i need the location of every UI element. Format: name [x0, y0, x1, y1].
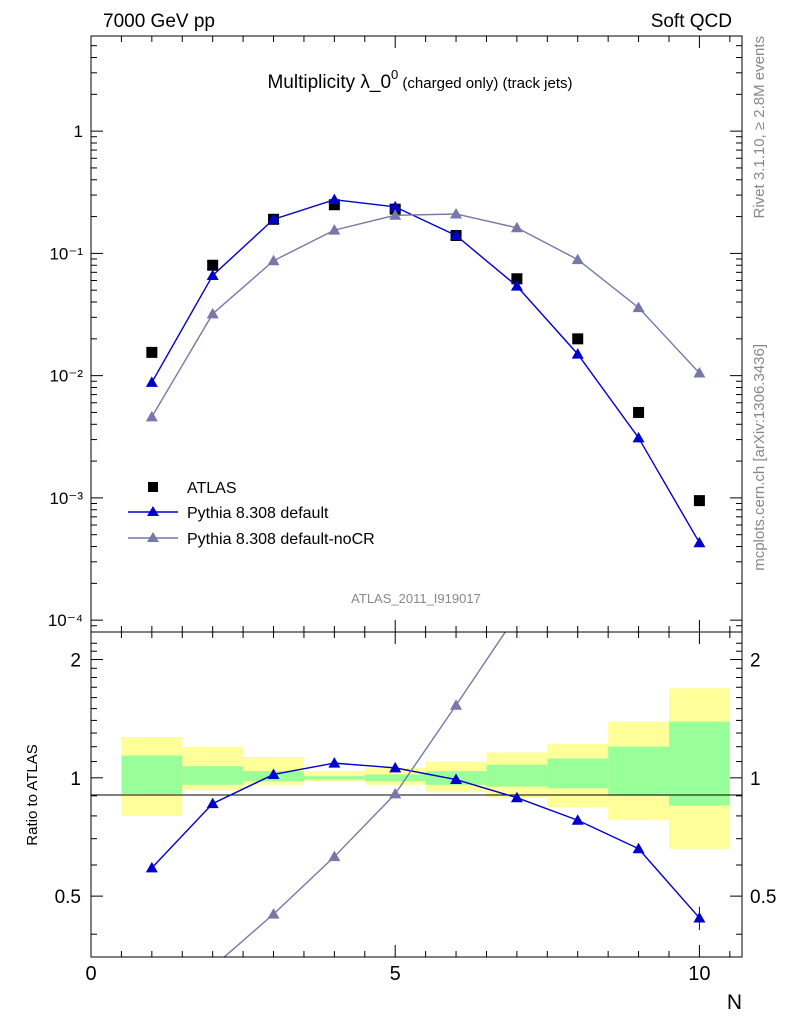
- ratio-axes: 0.5 0.5 1 1 2 2 0 5 10: [55, 632, 776, 985]
- stat-uncertainty-band: [121, 755, 183, 794]
- data-point: [572, 333, 584, 345]
- ratio-point: [571, 814, 584, 825]
- data-point: [267, 213, 280, 224]
- data-point: [267, 254, 280, 266]
- legend-label-default: Pythia 8.308 default: [187, 505, 329, 522]
- legend-marker-atlas: [148, 482, 158, 492]
- y-tick-label: 10⁻³: [49, 489, 83, 508]
- ratio-frame: [90, 631, 743, 958]
- data-point: [450, 207, 463, 219]
- ratio-y-tick-label: 1: [750, 769, 761, 790]
- data-point: [206, 307, 219, 319]
- ratio-point: [328, 757, 341, 768]
- data-point: [389, 209, 402, 220]
- chart-title: Multiplicity λ_00 (charged only) (track …: [267, 67, 572, 93]
- stat-uncertainty-band: [608, 746, 669, 796]
- legend-marker-default: [147, 506, 159, 516]
- ratio-point: [389, 787, 402, 799]
- ratio-y-tick-label: 2: [70, 651, 81, 672]
- ratio-y-tick-label: 0.5: [750, 887, 776, 908]
- header-left: 7000 GeV pp: [103, 11, 215, 32]
- y-tick-label: 10⁻¹: [49, 244, 83, 263]
- x-tick-label: 5: [390, 963, 401, 985]
- ratio-point: [146, 977, 158, 988]
- ratio-point: [267, 768, 280, 779]
- y-tick-label: 10⁻⁴: [48, 611, 83, 630]
- ratio-y-tick-label: 1: [70, 769, 81, 790]
- data-point: [206, 269, 219, 280]
- data-point: [571, 348, 584, 359]
- ratio-line: [151, 762, 700, 919]
- data-point: [693, 367, 706, 378]
- ratio-point: [145, 861, 158, 873]
- ratio-point: [328, 850, 341, 862]
- main-axes: [90, 35, 742, 633]
- data-point: [633, 406, 645, 418]
- ratio-point: [389, 761, 402, 773]
- legend-label-nocr: Pythia 8.308 default-noCR: [187, 531, 375, 548]
- x-tick-label: 10: [688, 963, 710, 985]
- header-right: Soft QCD: [651, 11, 732, 32]
- mcplots-label: mcplots.cern.ch [arXiv:1306.3436]: [751, 344, 768, 571]
- main-series: [145, 193, 706, 548]
- data-point: [389, 200, 402, 212]
- ratio-point: [450, 699, 463, 710]
- data-point: [511, 273, 523, 285]
- data-point: [632, 431, 645, 443]
- ratio-y-tick-label: 0.5: [55, 887, 81, 908]
- ratio-series: [145, 515, 706, 988]
- data-point: [450, 229, 463, 241]
- main-panel: 1 10⁻¹ 10⁻² 10⁻³ 10⁻⁴ Multiplicity λ_00 (cha…: [48, 35, 743, 633]
- x-tick-label: 0: [85, 963, 96, 985]
- stat-uncertainty-band: [668, 721, 730, 806]
- data-point: [693, 536, 706, 548]
- data-point: [328, 193, 341, 205]
- stat-uncertainty-band: [182, 766, 244, 785]
- ratio-point: [511, 609, 523, 620]
- series-line: [151, 198, 701, 544]
- stat-uncertainty-band: [486, 764, 548, 787]
- data-point: [145, 376, 158, 387]
- legend-marker-nocr: [147, 532, 159, 542]
- ratio-y-tick-label: 2: [750, 651, 761, 672]
- ratio-point: [206, 797, 219, 809]
- legend: ATLAS Pythia 8.308 default Pythia 8.308 …: [128, 480, 375, 548]
- ratio-point: [207, 961, 219, 972]
- ratio-point: [510, 791, 523, 803]
- data-point: [510, 221, 523, 233]
- data-point: [328, 224, 341, 235]
- data-point: [510, 280, 523, 291]
- series-line: [151, 213, 700, 418]
- stat-uncertainty-band: [364, 774, 426, 782]
- ratio-panel: 0.5 0.5 1 1 2 2 0 5 10 Ratio to ATLAS N: [24, 515, 776, 1014]
- data-point: [146, 346, 158, 358]
- ratio-point: [572, 515, 584, 526]
- ratio-series-clipped: [145, 515, 706, 988]
- y-tick-label: 10⁻²: [49, 367, 83, 386]
- stat-uncertainty-band: [303, 776, 365, 780]
- legend-label-atlas: ATLAS: [187, 480, 237, 497]
- x-axis-label: N: [727, 991, 742, 1014]
- rivet-label: Rivet 3.1.10, ≥ 2.8M events: [751, 36, 768, 219]
- data-point: [328, 199, 340, 211]
- analysis-tag: ATLAS_2011_I919017: [351, 591, 481, 606]
- data-point: [207, 259, 219, 271]
- data-point: [145, 410, 158, 422]
- main-y-tick-labels: 1 10⁻¹ 10⁻² 10⁻³ 10⁻⁴: [48, 122, 84, 630]
- data-point: [571, 253, 584, 265]
- ratio-point: [267, 908, 280, 919]
- y-tick-label: 1: [74, 122, 83, 141]
- data-point: [632, 301, 645, 313]
- ratio-line: [223, 632, 507, 957]
- ratio-y-label: Ratio to ATLAS: [24, 744, 41, 845]
- data-point: [693, 495, 705, 507]
- ratio-point: [632, 842, 645, 854]
- ratio-bands: [121, 688, 730, 849]
- ratio-point: [450, 773, 463, 785]
- stat-uncertainty-band: [547, 758, 609, 789]
